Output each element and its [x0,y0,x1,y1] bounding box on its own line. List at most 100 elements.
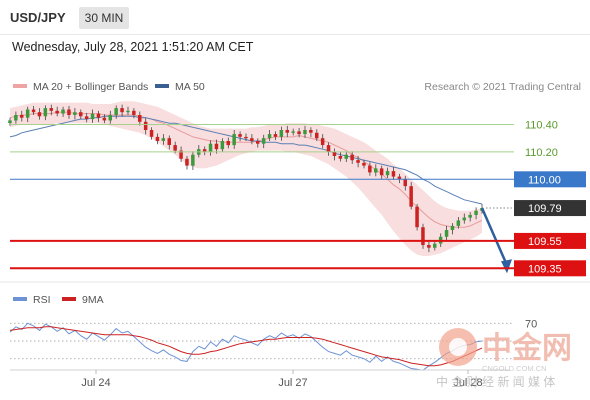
rsi-level-label: 70 [525,318,537,330]
candle-body [391,171,396,177]
candle [191,151,195,170]
candle [474,207,478,220]
candle [132,108,136,119]
candle [37,108,42,120]
candle [427,240,431,253]
candle-body [415,206,419,228]
candle-body [273,134,278,137]
candle [350,151,354,164]
cngold-brand-text: 中金网 [482,331,572,365]
candle-body [114,108,118,115]
support-tag [514,260,586,277]
candle-body [214,143,219,150]
candle-body [309,130,313,133]
forecast-arrow [480,207,509,266]
candle-body [385,171,390,176]
candle [138,111,142,126]
candle [149,127,154,140]
candle-body [244,136,248,139]
pivot-tag [514,171,586,188]
candle [220,138,225,152]
candle-body [362,162,366,166]
candle [31,106,36,115]
chart-datetime: Wednesday, July 28, 2021 1:51:20 AM CET [12,40,254,54]
candle [173,141,177,154]
candle [273,131,278,141]
candle-body [315,132,319,139]
candle-body [191,154,195,166]
candle-body [79,112,83,117]
candle-body [132,110,136,115]
candle [374,164,378,177]
candle [320,134,325,149]
candle-body [96,113,101,118]
candle-body [297,131,301,135]
ma50-legend-label: MA 50 [175,81,205,93]
candle-body [155,136,160,141]
candle [238,131,242,142]
candle [444,225,449,241]
candle [43,105,48,121]
candle-body [202,149,207,152]
timeframe-button[interactable]: 30 MIN [79,7,129,29]
candle [421,223,425,249]
candle [185,156,189,170]
candle [20,110,24,122]
level-resistance: 110.40 [10,120,558,132]
level-price: 109.79 [486,200,586,217]
support-tag-label: 109.35 [528,263,562,275]
forecast-arrowhead [501,259,512,274]
candle-body [374,168,378,173]
candle-body [25,109,30,118]
candle [179,146,183,163]
x-tick-label: Jul 28 [453,377,482,389]
candle [462,213,466,224]
candle [226,137,230,149]
support-tag-label: 109.55 [528,236,562,248]
price-tag-label: 109.79 [528,203,562,215]
ma20-legend-label: MA 20 + Bollinger Bands [33,81,148,93]
candle [409,182,413,210]
candle-body [55,110,59,114]
rsi-ma-line [9,326,483,367]
candle-body [261,138,266,144]
candle-body [220,141,225,150]
candle-body [120,108,124,113]
candle-body [61,109,65,114]
rsi-line [9,322,483,371]
candle-body [73,112,77,115]
resistance-label: 110.20 [525,147,558,159]
candle [450,223,455,235]
candle-body [433,243,437,248]
candle-body [279,130,284,137]
candle [96,110,101,123]
x-tick-label: Jul 24 [81,377,110,389]
candle-body [285,130,289,133]
candle [332,148,337,161]
candle-body [43,108,48,117]
candle-body [462,217,466,221]
candle [114,105,118,119]
cngold-tagline-text: 中 金 财 经 新 闻 媒 体 [436,374,555,389]
candle-body [303,130,307,135]
candle-body [31,109,36,113]
candle [67,106,71,119]
candle-body [368,165,372,173]
candle-body [397,176,402,180]
candle-body [20,115,24,118]
candle [73,108,77,120]
cngold-domain-text: CNGOLD.COM.CN [482,364,547,373]
candle-body [326,145,331,152]
symbol-title: USD/JPY [10,10,66,25]
candle [456,216,461,229]
level-support: 109.35 [10,260,586,277]
candle [356,156,360,168]
candle [208,140,213,156]
candle [126,106,130,115]
candle [291,128,295,136]
candle-body [409,186,413,207]
candle [338,151,343,162]
candle [468,212,472,222]
candle [256,138,260,148]
